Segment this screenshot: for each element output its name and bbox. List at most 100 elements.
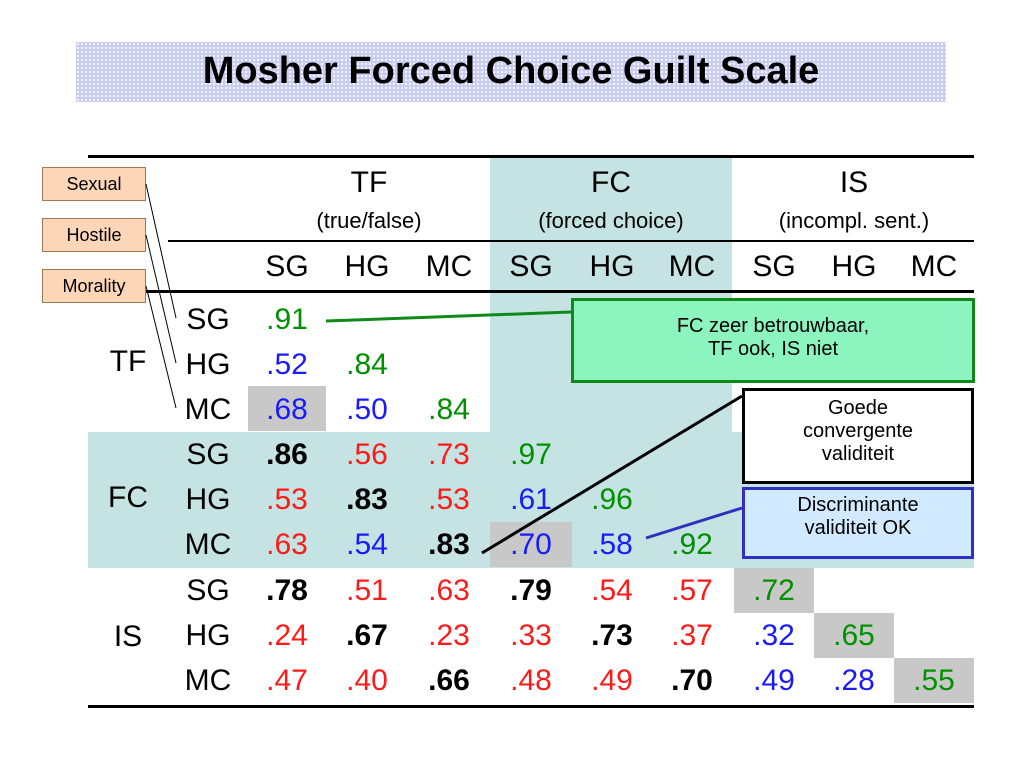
table-bottom-rule [88, 705, 974, 708]
correlation-cell: .40 [346, 664, 388, 697]
correlation-cell: .79 [510, 574, 552, 607]
correlation-cell: .55 [913, 664, 955, 697]
row-header-subscale: HG [185, 483, 231, 516]
col-group-is-full: (incompl. sent.) [778, 208, 930, 233]
correlation-cell: .58 [591, 528, 633, 561]
row-header-subscale: SG [186, 574, 230, 607]
row-group-is: IS [113, 620, 143, 653]
correlation-cell: .96 [591, 483, 633, 516]
correlation-cell: .84 [428, 393, 470, 426]
correlation-cell: .53 [428, 483, 470, 516]
table-header-rule [168, 240, 974, 242]
table-top-rule [88, 155, 974, 158]
row-group-fc: FC [108, 481, 148, 514]
row-header-subscale: SG [186, 303, 230, 336]
col-header-subscale: SG [509, 250, 553, 283]
callout-discriminant: Discriminante validiteit OK [742, 487, 974, 559]
correlation-cell: .24 [266, 619, 308, 652]
black-callout-connector [481, 394, 743, 555]
callout-reliability-line1: FC zeer betrouwbaar, [676, 315, 870, 337]
tag-morality-connector [145, 285, 177, 409]
correlation-cell: .83 [346, 483, 388, 516]
row-header-subscale: HG [185, 619, 231, 652]
correlation-cell: .49 [591, 664, 633, 697]
callout-discriminant-line1: Discriminante [797, 494, 919, 516]
col-group-tf: TF [350, 166, 388, 199]
row-header-subscale: HG [185, 348, 231, 381]
callout-reliability-line2: TF ook, IS niet [707, 338, 839, 360]
row-header-subscale: MC [184, 393, 232, 426]
correlation-cell: .47 [266, 664, 308, 697]
correlation-cell: .66 [428, 664, 470, 697]
correlation-cell: .65 [833, 619, 875, 652]
correlation-cell: .72 [753, 574, 795, 607]
correlation-cell: .49 [753, 664, 795, 697]
correlation-cell: .78 [266, 574, 308, 607]
row-group-tf: TF [109, 345, 147, 378]
col-header-subscale: HG [589, 250, 635, 283]
callout-reliability: FC zeer betrouwbaar, TF ook, IS niet [571, 298, 975, 383]
correlation-cell: .61 [510, 483, 552, 516]
col-group-is: IS [839, 166, 869, 199]
tag-sexual: Sexual [42, 167, 146, 201]
tag-morality: Morality [42, 269, 146, 303]
tag-sexual-connector [145, 183, 177, 319]
correlation-cell: .52 [266, 348, 308, 381]
col-header-subscale: HG [344, 250, 390, 283]
col-group-fc-full: (forced choice) [538, 208, 684, 233]
callout-convergent: Goede convergente validiteit [742, 388, 974, 484]
col-group-tf-full: (true/false) [316, 208, 422, 233]
row-header-subscale: MC [184, 528, 232, 561]
correlation-cell: .56 [346, 438, 388, 471]
col-group-fc: FC [591, 166, 631, 199]
correlation-cell: .54 [591, 574, 633, 607]
callout-convergent-line3: validiteit [821, 443, 895, 465]
correlation-cell: .28 [833, 664, 875, 697]
diagonal-highlight-cell [734, 568, 814, 613]
title-box: Mosher Forced Choice Guilt Scale [76, 42, 946, 102]
col-header-subscale: SG [752, 250, 796, 283]
correlation-cell: .67 [346, 619, 388, 652]
correlation-cell: .33 [510, 619, 552, 652]
fc-row-band [88, 432, 490, 568]
correlation-cell: .54 [346, 528, 388, 561]
correlation-cell: .73 [428, 438, 470, 471]
correlation-cell: .70 [671, 664, 713, 697]
table-header-bottom-rule [88, 290, 974, 293]
correlation-cell: .53 [266, 483, 308, 516]
correlation-cell: .73 [591, 619, 633, 652]
correlation-cell: .63 [266, 528, 308, 561]
correlation-cell: .23 [428, 619, 470, 652]
correlation-cell: .68 [266, 393, 308, 426]
callout-convergent-line2: convergente [802, 420, 914, 442]
correlation-cell: .57 [671, 574, 713, 607]
tag-hostile-connector [145, 234, 177, 364]
green-callout-connector [325, 310, 572, 323]
correlation-cell: .63 [428, 574, 470, 607]
slide-title: Mosher Forced Choice Guilt Scale [202, 50, 820, 92]
col-header-subscale: MC [910, 250, 958, 283]
correlation-cell: .70 [510, 528, 552, 561]
diagonal-highlight-cell [248, 386, 326, 431]
correlation-cell: .50 [346, 393, 388, 426]
diagonal-highlight-cell [894, 658, 974, 703]
correlation-cell: .51 [346, 574, 388, 607]
correlation-cell: .83 [428, 528, 470, 561]
diagonal-highlight-cell [814, 613, 894, 658]
col-header-subscale: HG [831, 250, 877, 283]
blue-callout-connector [645, 506, 743, 540]
row-header-subscale: MC [184, 664, 232, 697]
correlation-cell: .92 [671, 528, 713, 561]
correlation-cell: .37 [671, 619, 713, 652]
correlation-cell: .32 [753, 619, 795, 652]
col-header-subscale: MC [425, 250, 473, 283]
correlation-cell: .84 [346, 348, 388, 381]
tag-hostile: Hostile [42, 218, 146, 252]
col-header-subscale: SG [265, 250, 309, 283]
correlation-cell: .48 [510, 664, 552, 697]
col-header-subscale: MC [668, 250, 716, 283]
callout-convergent-line1: Goede [827, 397, 889, 419]
callout-discriminant-line2: validiteit OK [804, 517, 912, 539]
row-header-subscale: SG [186, 438, 230, 471]
